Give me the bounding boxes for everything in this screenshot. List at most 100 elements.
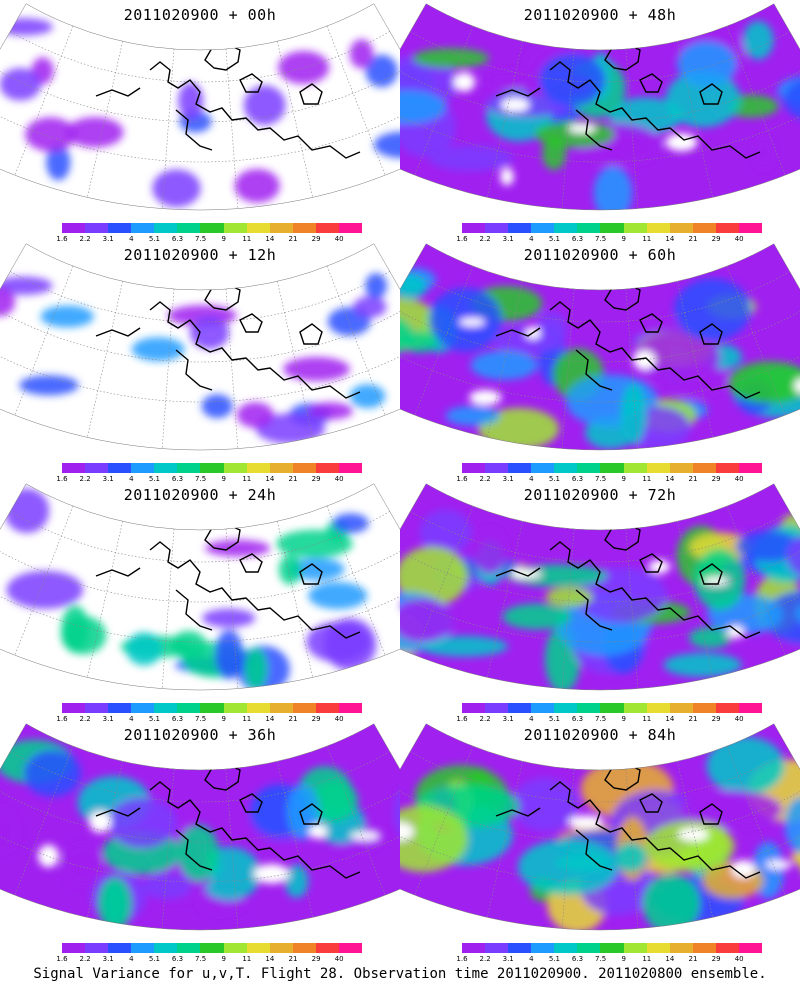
colorbar-tick-label: 6.3	[171, 475, 184, 483]
variance-contour	[307, 402, 354, 420]
map-border	[0, 483, 400, 691]
variance-contour	[783, 77, 800, 122]
longitude-gridline	[225, 49, 239, 209]
colorbar-tick-label: 40	[334, 235, 344, 243]
colorbar-swatch	[85, 703, 109, 713]
variance-contour	[743, 20, 774, 60]
variance-contour	[593, 166, 633, 211]
colorbar-tick-label: 14	[265, 475, 275, 483]
colorbar-tick-label: 6.3	[571, 475, 584, 483]
coastline	[495, 763, 761, 879]
colorbar-swatch	[154, 943, 178, 953]
colorbar-swatch	[738, 463, 763, 473]
below-threshold-area	[568, 123, 597, 133]
colorbar-tick-label: 9	[221, 475, 226, 483]
longitude-gridline	[677, 761, 714, 918]
colorbar-tick-label: 6.3	[171, 235, 184, 243]
colorbar	[62, 223, 363, 233]
colorbar-ticks: 1.6 2.2 3.1 4 5.1 6.3 7.5 9 11 14 21 29 40	[54, 475, 370, 487]
map-border	[400, 723, 800, 931]
colorbar-swatch	[315, 463, 339, 473]
longitude-gridline	[14, 746, 74, 896]
variance-contour	[152, 169, 201, 208]
longitude-gridline	[86, 281, 123, 438]
longitude-gridline	[677, 281, 714, 438]
colorbar-tick-label: 7.5	[195, 955, 207, 963]
colorbar-swatch	[646, 463, 670, 473]
coastline	[495, 523, 761, 639]
colorbar-swatch	[531, 943, 555, 953]
variance-contour	[205, 539, 271, 557]
colorbar-ticks: 1.6 2.2 3.1 4 5.1 6.3 7.5 9 11 14 21 29 40	[54, 715, 370, 727]
colorbar-tick-label: 11	[242, 715, 252, 723]
colorbar-swatch	[646, 703, 670, 713]
variance-contour	[177, 824, 219, 882]
variance-contour	[284, 864, 309, 898]
colorbar-tick-label: 4	[129, 475, 134, 483]
colorbar-swatch	[338, 703, 363, 713]
variance-contour	[286, 784, 320, 840]
longitude-gridline	[225, 289, 239, 449]
variance-contour	[502, 603, 572, 630]
coastline	[495, 43, 761, 159]
below-threshold-area	[253, 864, 290, 884]
colorbar-tick-label: 11	[242, 475, 252, 483]
colorbar-swatch	[669, 223, 693, 233]
colorbar-swatch	[338, 943, 363, 953]
variance-contour	[244, 647, 268, 690]
colorbar-tick-label: 3.1	[102, 235, 114, 243]
colorbar-swatch	[292, 703, 316, 713]
colorbar-swatch	[131, 703, 155, 713]
colorbar-tick-label: 4	[529, 235, 534, 243]
variance-map	[400, 723, 800, 931]
colorbar-swatch	[315, 703, 339, 713]
coastline	[95, 763, 361, 879]
colorbar-swatch	[623, 463, 647, 473]
below-threshold-area	[731, 860, 756, 878]
colorbar-swatch	[200, 943, 224, 953]
colorbar-swatch	[577, 703, 601, 713]
colorbar-swatch	[600, 463, 624, 473]
coastline	[95, 523, 361, 639]
variance-contour	[786, 534, 800, 578]
figure-caption: Signal Variance for u,v,T. Flight 28. Ob…	[33, 966, 767, 982]
variance-contour	[412, 48, 490, 68]
panel-title: 2011020900 + 84h	[523, 726, 677, 744]
variance-contour	[202, 608, 256, 628]
longitude-gridline	[625, 49, 639, 209]
colorbar-tick-label: 5.1	[148, 955, 160, 963]
variance-contour	[46, 144, 71, 181]
colorbar	[462, 703, 763, 713]
panel-title: 2011020900 + 24h	[123, 486, 277, 504]
colorbar-swatch	[269, 943, 293, 953]
variance-contour	[349, 384, 386, 409]
colorbar-tick-label: 6.3	[571, 955, 584, 963]
variance-map	[0, 3, 400, 211]
variance-contour	[170, 630, 207, 660]
variance-contour	[764, 590, 800, 645]
colorbar-tick-label: 3.1	[102, 715, 114, 723]
panel-title: 2011020900 + 36h	[123, 726, 277, 744]
longitude-gridline	[726, 26, 786, 176]
colorbar-tick-label: 4	[129, 235, 134, 243]
colorbar-tick-label: 9	[221, 955, 226, 963]
colorbar-swatch	[600, 223, 624, 233]
map-border	[0, 243, 400, 451]
colorbar-tick-label: 21	[688, 235, 698, 243]
variance-contour	[400, 546, 468, 607]
coastline	[495, 283, 761, 399]
colorbar-tick-label: 5.1	[548, 475, 560, 483]
colorbar-tick-label: 11	[242, 955, 252, 963]
forecast-panel: 2011020900 + 60h 1.6 2.2 3.1 4 5.1 6.3 7.5 9 11 14…	[400, 240, 800, 483]
colorbar-swatch	[177, 943, 201, 953]
colorbar-tick-label: 3.1	[102, 955, 114, 963]
variance-contour	[308, 582, 368, 610]
colorbar-tick-label: 4	[529, 475, 534, 483]
below-threshold-area	[727, 625, 745, 639]
colorbar-tick-label: 1.6	[56, 235, 68, 243]
colorbar-tick-label: 3.1	[502, 715, 514, 723]
below-threshold-area	[453, 72, 476, 92]
colorbar-swatch	[623, 703, 647, 713]
longitude-gridline	[326, 266, 386, 416]
variance-contour	[178, 82, 204, 120]
